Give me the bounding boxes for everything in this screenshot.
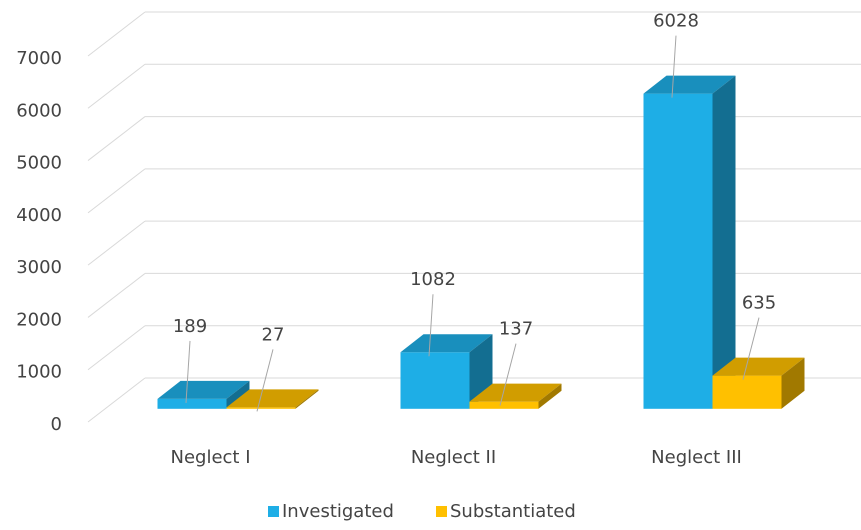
grid-line [87,325,146,371]
legend-label: Investigated [282,501,394,522]
y-tick-label: 2000 [16,309,62,330]
bar-front [469,401,539,409]
bar-top [469,383,562,402]
data-label: 137 [499,319,533,340]
data-label: 635 [742,293,776,314]
bar-front [712,375,782,409]
y-tick-label: 3000 [16,257,62,278]
data-label: 1082 [410,269,456,290]
grid-line [87,116,146,161]
y-tick-label: 7000 [16,48,62,69]
bar-top [226,389,319,408]
legend-swatch [268,506,279,517]
data-label: 189 [173,316,207,337]
grid-line [87,220,146,266]
bar-top [643,75,736,94]
leader-line [499,343,517,406]
y-tick-label: 1000 [16,362,62,383]
x-tick-label: Neglect III [651,447,742,468]
bar-top [400,334,493,353]
y-tick-label: 6000 [16,100,62,121]
y-tick-label: 4000 [16,205,62,226]
bar-top [712,357,805,376]
bar-top [157,380,250,399]
leader-line [742,317,760,380]
bar-front [643,93,713,409]
bar-side [226,380,250,409]
bar-side [781,357,805,409]
y-tick-label: 5000 [16,153,62,174]
legend-label: Substantiated [450,501,576,522]
leader-line [428,294,434,357]
bar-front [226,407,296,409]
legend-swatch [436,506,447,517]
bar-side [712,75,736,409]
leader-line [256,349,274,412]
bar-front [157,398,227,409]
grid-line [87,377,146,423]
grid-line [87,11,146,57]
bar-front [400,352,470,409]
data-label: 6028 [653,11,699,32]
leader-line [671,35,677,98]
data-label: 27 [262,324,285,345]
bar-side [295,389,319,409]
x-tick-label: Neglect I [170,447,250,468]
x-tick-label: Neglect II [411,447,496,468]
grid-line [87,63,146,109]
bar-side [538,383,562,409]
grid-line [87,168,146,214]
y-tick-label: 0 [51,414,62,435]
leader-line [185,340,191,403]
grid-line [87,273,146,318]
